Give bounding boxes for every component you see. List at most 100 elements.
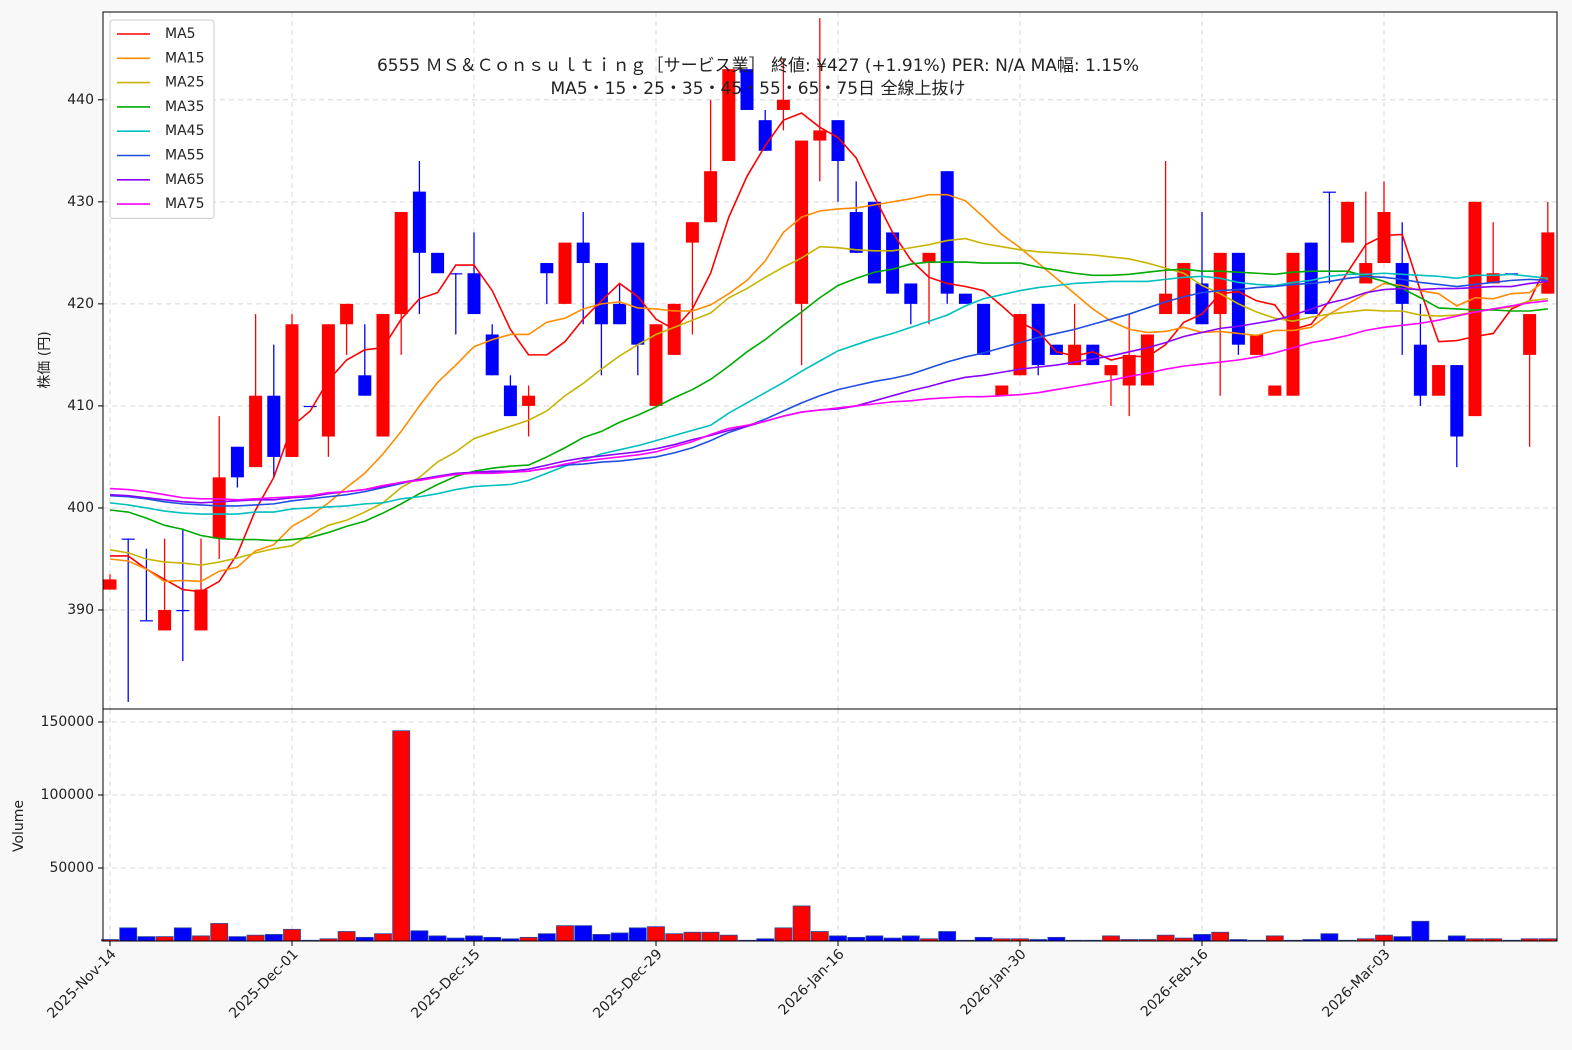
- candle-body: [886, 232, 900, 294]
- y-tick-label: 410: [67, 398, 94, 414]
- x-tick-label: 2025-Dec-29: [590, 946, 665, 1021]
- candle-body: [522, 395, 536, 406]
- x-tick-label: 2026-Feb-16: [1138, 946, 1212, 1020]
- candle-body: [1231, 252, 1245, 345]
- volume-bar: [665, 933, 684, 942]
- candle-body: [139, 620, 153, 622]
- volume-bar: [173, 927, 192, 942]
- candle-body: [1377, 212, 1391, 264]
- volume-bar: [792, 905, 811, 942]
- candle-body: [758, 120, 772, 151]
- volume-bar: [574, 925, 593, 942]
- volume-bar: [774, 927, 793, 942]
- volume-bar: [264, 934, 283, 942]
- volume-bar: [1411, 920, 1430, 942]
- candle-body: [394, 212, 408, 315]
- candle-body: [376, 314, 390, 437]
- candle-body: [1523, 314, 1537, 355]
- candle-body: [1395, 263, 1409, 304]
- candle-body: [1468, 201, 1482, 417]
- legend-label: MA65: [165, 172, 204, 188]
- candle-body: [977, 303, 991, 355]
- volume-bar: [1265, 935, 1284, 942]
- candle-body: [358, 375, 372, 396]
- volume-bar: [355, 936, 374, 942]
- candle-body: [958, 293, 972, 304]
- y-tick-label: 430: [67, 194, 94, 210]
- volume-bar: [1047, 936, 1066, 942]
- candle-body: [576, 242, 590, 264]
- candle-body: [540, 263, 554, 274]
- y-tick-label: 420: [67, 296, 94, 312]
- candle-body: [467, 273, 481, 315]
- candle-body: [867, 201, 881, 284]
- candle-body: [431, 252, 445, 274]
- volume-bar: [865, 935, 884, 942]
- candle-body: [776, 99, 790, 110]
- volume-bar: [647, 926, 665, 942]
- candle-body: [922, 252, 936, 264]
- candle-body: [685, 222, 699, 243]
- candle-body: [849, 212, 863, 253]
- candle-body: [121, 538, 135, 540]
- candle-body: [1432, 365, 1446, 396]
- volume-bar: [719, 934, 738, 942]
- volume-bar: [1156, 934, 1175, 942]
- volume-bar: [465, 935, 483, 942]
- volume-bar: [137, 936, 156, 942]
- volume-bar: [610, 932, 629, 942]
- legend-label: MA25: [165, 75, 204, 91]
- volume-bar: [628, 927, 647, 942]
- candle-body: [1086, 344, 1100, 366]
- candle-body: [594, 263, 608, 325]
- volume-plot-area: [103, 709, 1557, 941]
- volume-axis-label: Volume: [11, 800, 27, 852]
- legend-box: [109, 19, 215, 219]
- candle-body: [1250, 334, 1264, 355]
- candle-body: [267, 395, 281, 457]
- volume-bar: [683, 931, 702, 942]
- candle-body: [1049, 344, 1063, 355]
- legend-label: MA45: [165, 123, 204, 139]
- candle-body: [1486, 273, 1500, 284]
- candle-body: [1322, 191, 1336, 193]
- x-tick-label: 2025-Dec-15: [408, 946, 483, 1021]
- volume-frame: [102, 708, 1558, 942]
- candle-body: [176, 610, 190, 612]
- volume-bar: [119, 927, 138, 942]
- candle-body: [1304, 242, 1318, 315]
- ma-line: [109, 237, 1548, 566]
- chart-subtitle: MA5・15・25・35・45・55・65・75日 全線上抜け: [551, 79, 966, 99]
- x-tick-label: 2026-Jan-16: [776, 946, 848, 1018]
- candle-body: [813, 130, 827, 141]
- y-tick-label: 150000: [41, 714, 94, 730]
- y-tick-label: 100000: [41, 787, 94, 803]
- legend-label: MA5: [165, 26, 196, 42]
- candle-body: [485, 334, 499, 376]
- candle-body: [740, 69, 754, 110]
- legend-label: MA35: [165, 99, 204, 115]
- volume-bar: [974, 936, 993, 942]
- volume-bar: [847, 936, 866, 942]
- candle-body: [649, 324, 663, 406]
- volume-bar: [810, 931, 829, 942]
- candle-body: [558, 242, 572, 304]
- volume-bar: [155, 936, 174, 942]
- candle-body: [449, 273, 463, 275]
- candle-body: [194, 589, 208, 631]
- volume-bar: [537, 933, 556, 942]
- volume-bar: [901, 935, 920, 942]
- candle-body: [631, 242, 645, 345]
- volume-bar: [1447, 935, 1466, 942]
- legend-label: MA75: [165, 196, 204, 212]
- volume-bar: [701, 931, 720, 942]
- candle-body: [1341, 201, 1355, 243]
- x-tick-label: 2025-Nov-14: [44, 946, 119, 1021]
- volume-bar: [483, 936, 502, 942]
- chart-title: 6555 ＭＳ＆Ｃｏｎｓｕｌｔｉｎｇ［サービス業］ 終値: ¥427 (+1.9…: [377, 56, 1139, 76]
- candle-body: [412, 191, 426, 253]
- candle-body: [1286, 252, 1300, 396]
- candle-body: [1213, 252, 1227, 315]
- volume-bar: [337, 931, 356, 942]
- y-tick-label: 390: [67, 602, 94, 618]
